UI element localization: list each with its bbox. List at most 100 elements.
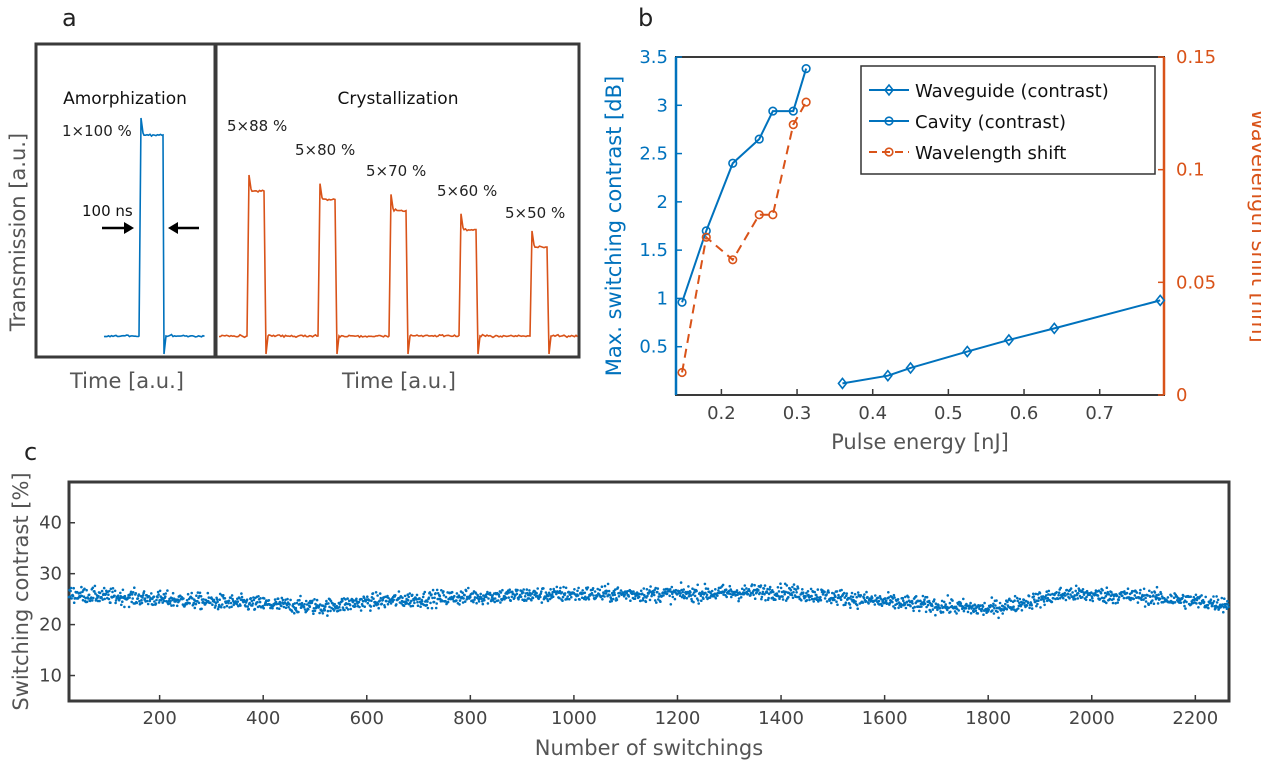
data-point xyxy=(959,602,963,605)
data-point xyxy=(352,599,356,602)
data-point xyxy=(1225,607,1229,610)
data-point xyxy=(893,596,896,599)
data-point xyxy=(996,610,999,614)
data-point xyxy=(1066,592,1070,596)
data-point xyxy=(354,605,357,608)
data-point xyxy=(442,594,446,597)
data-point xyxy=(1056,597,1060,601)
x-tick-label: 0.4 xyxy=(858,403,887,424)
data-point xyxy=(1159,592,1163,596)
data-point xyxy=(1069,593,1072,596)
data-point xyxy=(1062,596,1065,600)
data-point xyxy=(705,593,709,597)
data-point xyxy=(493,597,497,600)
data-point xyxy=(639,589,643,593)
data-point xyxy=(940,599,944,603)
data-point xyxy=(649,585,652,588)
data-point xyxy=(121,600,124,603)
data-point xyxy=(574,598,577,601)
data-point xyxy=(539,592,543,595)
data-point xyxy=(969,612,973,615)
data-point xyxy=(267,599,271,602)
data-point xyxy=(795,591,798,594)
data-point xyxy=(704,591,707,595)
data-point xyxy=(455,592,459,595)
data-point xyxy=(1016,607,1020,610)
data-point xyxy=(1106,590,1110,594)
data-point xyxy=(381,598,385,602)
data-point xyxy=(300,601,304,605)
data-point xyxy=(240,592,243,595)
data-point xyxy=(1153,591,1157,594)
data-point xyxy=(693,594,697,598)
data-point xyxy=(992,612,996,615)
data-point xyxy=(1104,595,1108,598)
data-point xyxy=(1076,597,1080,600)
data-point xyxy=(1212,595,1215,598)
x-tick-label: 0.3 xyxy=(783,403,812,424)
data-point xyxy=(1115,594,1119,597)
data-point xyxy=(907,595,910,599)
data-point xyxy=(1034,592,1038,596)
data-point xyxy=(1043,603,1046,607)
data-point xyxy=(293,602,297,605)
data-point xyxy=(1074,584,1078,588)
data-point xyxy=(1136,601,1140,604)
data-point xyxy=(109,601,112,604)
data-point xyxy=(1222,610,1225,614)
data-point xyxy=(527,593,530,597)
data-point xyxy=(156,595,159,599)
data-point xyxy=(758,591,762,595)
data-point xyxy=(737,599,740,603)
data-point xyxy=(211,603,214,606)
data-point xyxy=(1041,595,1045,598)
data-point xyxy=(150,592,153,595)
data-point xyxy=(426,600,429,603)
data-point xyxy=(616,586,620,589)
data-point xyxy=(379,596,383,600)
data-point xyxy=(473,596,477,599)
data-point xyxy=(164,595,167,598)
data-point xyxy=(779,582,782,585)
data-point xyxy=(994,604,997,607)
data-point xyxy=(175,604,179,608)
data-point xyxy=(1035,604,1038,608)
data-point xyxy=(140,601,144,605)
data-point xyxy=(1008,597,1011,601)
data-point xyxy=(816,596,819,599)
data-point xyxy=(347,599,351,603)
data-point xyxy=(244,604,247,608)
data-point xyxy=(329,609,332,613)
data-point xyxy=(251,604,254,607)
data-point xyxy=(457,594,461,597)
data-point xyxy=(678,594,682,598)
data-point xyxy=(474,592,478,595)
data-point xyxy=(558,589,562,593)
data-point xyxy=(281,598,285,602)
data-point xyxy=(404,600,408,603)
data-point xyxy=(1055,591,1058,594)
data-point xyxy=(887,596,891,599)
y-left-tick-label: 0.5 xyxy=(639,337,668,358)
data-point xyxy=(473,598,476,601)
data-point xyxy=(333,602,337,606)
data-point xyxy=(979,604,982,607)
data-point xyxy=(387,596,390,600)
data-point xyxy=(1036,593,1040,596)
data-point xyxy=(613,591,616,594)
data-point xyxy=(528,591,532,595)
data-point xyxy=(568,597,571,601)
data-point xyxy=(228,606,231,609)
data-point xyxy=(576,594,580,597)
data-point xyxy=(1025,604,1029,607)
data-point xyxy=(855,603,859,607)
data-point xyxy=(1105,586,1109,589)
data-point xyxy=(1194,593,1198,597)
data-point xyxy=(1142,598,1145,601)
data-point xyxy=(570,595,573,599)
data-point xyxy=(929,610,932,613)
data-point xyxy=(923,598,926,601)
data-point xyxy=(810,597,814,601)
data-point xyxy=(85,588,88,592)
data-point xyxy=(974,604,977,607)
